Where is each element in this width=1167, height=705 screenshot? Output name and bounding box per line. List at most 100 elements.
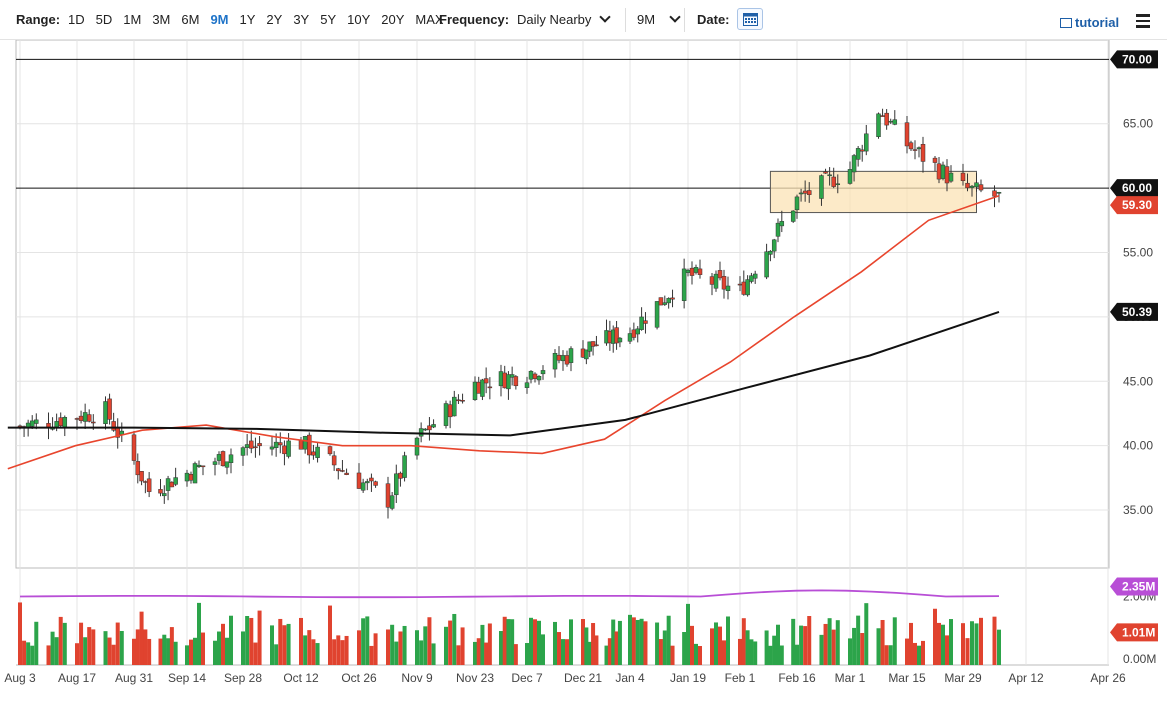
x-tick-label: Dec 7	[511, 671, 543, 685]
range-button-1m[interactable]: 1M	[123, 12, 142, 27]
candle-body	[725, 285, 731, 291]
candle-body	[835, 183, 841, 186]
x-tick-label: Aug 31	[115, 671, 153, 685]
range-button-3m[interactable]: 3M	[152, 12, 171, 27]
candle-body	[394, 473, 399, 496]
x-tick-label: Mar 1	[835, 671, 866, 685]
candle-body	[340, 470, 345, 472]
volume-avg-tag-text: 2.35M	[1122, 580, 1155, 594]
candle-body	[369, 477, 374, 482]
candle-body	[564, 355, 570, 365]
x-tick-label: Apr 26	[1090, 671, 1126, 685]
volume-bar	[30, 645, 35, 665]
volume-bar	[710, 628, 714, 665]
volume-bar	[631, 617, 636, 665]
range-button-9m[interactable]: 9M	[210, 12, 229, 27]
hamburger-menu-icon[interactable]	[1136, 14, 1150, 31]
frequency-select[interactable]: Daily Nearby	[517, 11, 612, 27]
candle-body	[709, 276, 715, 285]
candle-body	[86, 414, 92, 422]
range-button-1y[interactable]: 1Y	[239, 12, 256, 27]
volume-bar	[484, 642, 489, 665]
volume-bar	[726, 616, 730, 665]
last-price-tag-text: 59.30	[1122, 198, 1152, 212]
candle-body	[847, 169, 853, 184]
candle-body	[631, 329, 637, 338]
range-button-max[interactable]: MAX	[415, 12, 444, 27]
period-select[interactable]: 9M	[637, 11, 681, 27]
volume-bar	[286, 623, 291, 665]
range-button-10y[interactable]: 10Y	[347, 12, 371, 27]
plot-frame	[15, 40, 1110, 569]
volume-bar	[115, 622, 120, 665]
volume-bar	[427, 617, 432, 665]
candle-body	[34, 419, 39, 424]
volume-bar	[373, 633, 378, 665]
volume-bar	[779, 645, 784, 665]
range-button-5y[interactable]: 5Y	[320, 12, 337, 27]
calendar-icon	[743, 13, 758, 26]
y-tick-label: 45.00	[1123, 374, 1153, 388]
candle-body	[920, 144, 926, 162]
volume-bar	[357, 630, 361, 665]
candle-body	[888, 120, 893, 123]
candle-body	[135, 461, 141, 476]
candle-body	[307, 434, 312, 456]
volume-bar	[628, 614, 632, 665]
volume-bar	[892, 617, 897, 665]
range-button-20y[interactable]: 20Y	[381, 12, 405, 27]
volume-bar	[591, 623, 596, 665]
x-tick-label: Mar 15	[888, 671, 926, 685]
volume-bar	[799, 625, 804, 665]
tutorial-link[interactable]: tutorial	[1060, 15, 1119, 30]
volume-bar	[970, 621, 974, 665]
volume-bar	[525, 643, 529, 665]
volume-bar	[58, 616, 63, 665]
chevron-down-icon	[669, 11, 681, 23]
candle-body	[472, 381, 478, 401]
volume-bar	[831, 629, 836, 665]
volume-bar	[18, 602, 22, 665]
volume-bar	[119, 630, 124, 665]
volume-bar	[147, 638, 152, 665]
candle-body	[447, 404, 453, 418]
price-chart[interactable]: Aug 3 Aug 17 Aug 31 Sep 14 Sep 28 Oct 12 Oct 2…	[0, 40, 1167, 705]
candle-body	[423, 428, 428, 431]
candle-body	[940, 164, 946, 179]
range-button-3y[interactable]: 3Y	[293, 12, 310, 27]
candle-body	[62, 417, 68, 428]
volume-bar	[139, 611, 144, 665]
volume-bar	[135, 629, 140, 665]
resistance-tag-shape	[1110, 50, 1158, 69]
ma-long-line	[7, 310, 1000, 437]
candle-body	[693, 267, 699, 273]
candle-body	[173, 477, 178, 485]
candle-body	[685, 269, 691, 273]
volume-bar	[529, 617, 533, 665]
range-button-6m[interactable]: 6M	[181, 12, 200, 27]
range-button-2y[interactable]: 2Y	[266, 12, 283, 27]
calendar-button[interactable]	[737, 8, 763, 30]
candle-body	[794, 196, 800, 211]
x-tick-label: Feb 1	[725, 671, 756, 685]
volume-bar	[201, 632, 205, 665]
volume-bar	[249, 617, 254, 665]
volume-bar	[682, 632, 687, 665]
volume-bar	[604, 645, 609, 665]
volume-average-line	[19, 589, 1000, 599]
candle-body	[617, 337, 623, 343]
candle-body	[91, 421, 96, 424]
ma-long-tag-shape	[1110, 302, 1158, 321]
candle-body	[643, 320, 648, 324]
range-button-1d[interactable]: 1D	[68, 12, 85, 27]
volume-bar	[662, 630, 667, 665]
range-button-5d[interactable]: 5D	[95, 12, 113, 27]
volume-bar	[557, 632, 561, 665]
support-tag-shape	[1110, 179, 1158, 198]
candle-body	[916, 147, 922, 150]
candle-body	[302, 436, 308, 450]
candle-body	[273, 441, 279, 448]
support-tag: 60.00	[1110, 179, 1158, 198]
volume-bar	[686, 603, 690, 665]
y-tick-label: 55.00	[1123, 245, 1153, 259]
